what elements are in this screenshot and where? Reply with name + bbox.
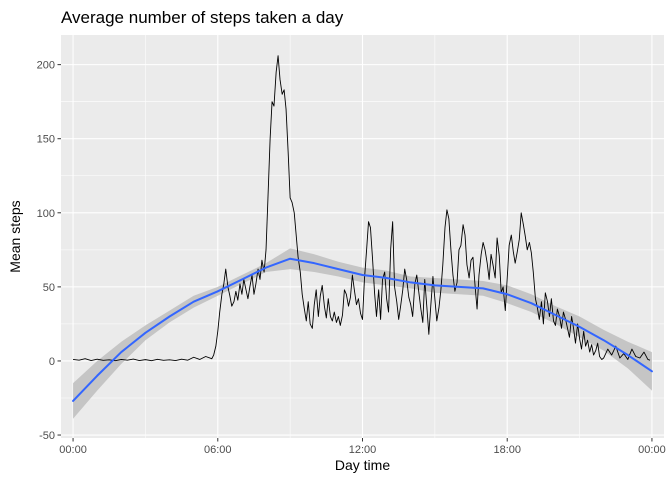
x-tick-label: 12:00 (349, 444, 377, 456)
y-tick-label: 200 (37, 60, 55, 72)
y-tick-label: -50 (39, 430, 55, 442)
series-layer (72, 55, 653, 402)
axes: -50 0 50 100 150 200 00:00 06:00 12:00 18:00 00:00 (37, 60, 666, 456)
chart-title: Average number of steps taken a day (61, 8, 344, 27)
x-tick-label: 06:00 (204, 444, 232, 456)
y-tick-label: 50 (43, 282, 55, 294)
x-tick-label: 18:00 (493, 444, 521, 456)
mean-steps-line (73, 55, 651, 362)
y-axis-title: Mean steps (7, 200, 23, 272)
x-axis-title: Day time (335, 457, 390, 473)
x-tick-label: 00:00 (638, 444, 666, 456)
grid (61, 35, 664, 438)
y-tick-label: 150 (37, 134, 55, 146)
smooth-trend-line (72, 257, 653, 402)
y-tick-label: 100 (37, 208, 55, 220)
y-tick-label: 0 (49, 356, 55, 368)
x-tick-label: 00:00 (59, 444, 87, 456)
